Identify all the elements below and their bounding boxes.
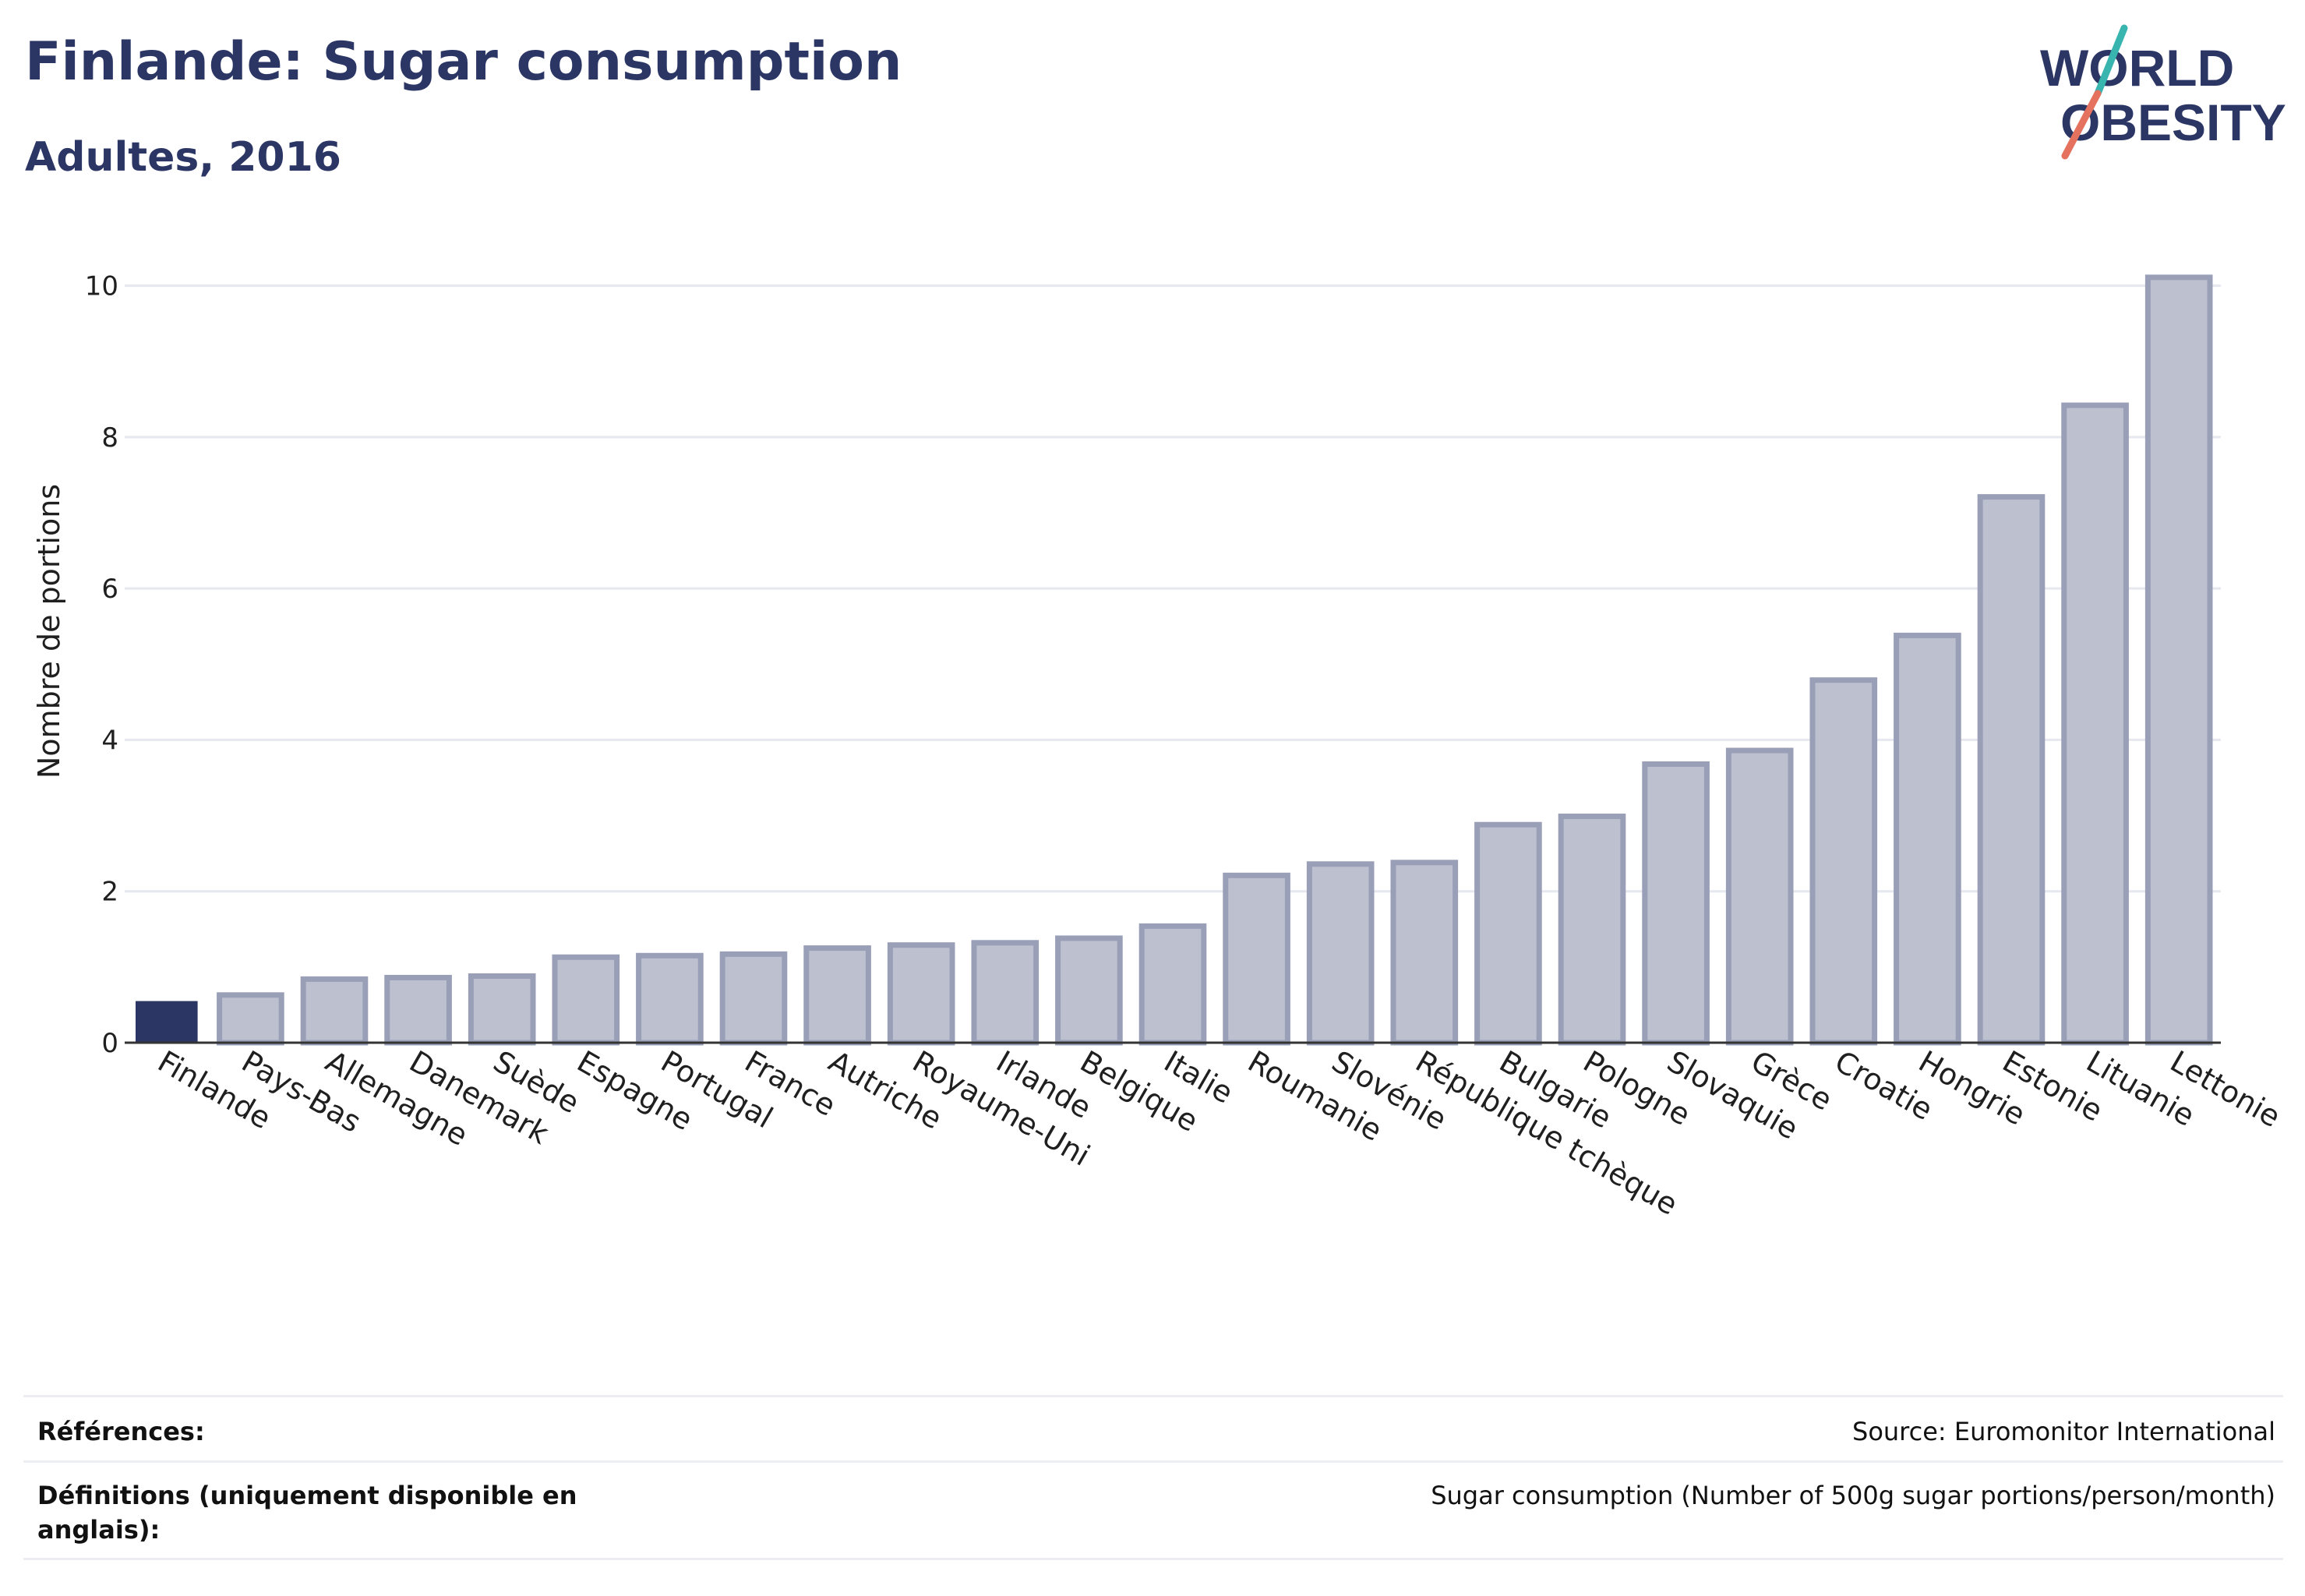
y-axis-title: Nombre de portions — [32, 484, 66, 779]
chart-title: Finlande: Sugar consumption — [25, 31, 902, 93]
y-tick-label: 10 — [85, 271, 118, 302]
footer-row-references: Références: Source: Euromonitor Internat… — [23, 1395, 2283, 1463]
bar-royaume-uni[interactable] — [887, 942, 955, 1046]
bar-pologne[interactable] — [1558, 814, 1626, 1046]
bar-slovaquie[interactable] — [1642, 761, 1710, 1046]
y-tick-label: 8 — [101, 422, 118, 454]
definitions-label: Définitions (uniquement disponible en an… — [37, 1481, 577, 1545]
footer-row-definitions: Définitions (uniquement disponible en an… — [23, 1460, 2283, 1560]
bar-slovénie[interactable] — [1306, 861, 1375, 1046]
logo-text-world: WORLD — [2040, 39, 2234, 97]
bar-france[interactable] — [719, 951, 788, 1046]
bar-hongrie[interactable] — [1894, 632, 1961, 1046]
bar-portugal[interactable] — [636, 952, 704, 1046]
world-obesity-logo: WORLD OBESITY — [2040, 24, 2286, 160]
bar-roumanie[interactable] — [1223, 872, 1290, 1046]
bar-grèce[interactable] — [1725, 747, 1794, 1046]
bar-irlande[interactable] — [971, 940, 1040, 1046]
bar-belgique[interactable] — [1055, 935, 1123, 1046]
bar-finlande[interactable] — [135, 1001, 198, 1043]
references-value: Source: Euromonitor International — [1852, 1417, 2275, 1446]
bar-estonie[interactable] — [1977, 494, 2046, 1046]
bar-autriche[interactable] — [803, 945, 871, 1046]
y-tick-label: 6 — [101, 574, 118, 605]
bar-république-tchèque[interactable] — [1390, 860, 1459, 1046]
bar-allemagne[interactable] — [300, 976, 369, 1046]
logo-text-obesity: OBESITY — [2060, 94, 2286, 151]
y-tick-label: 2 — [101, 877, 118, 908]
bar-bulgarie[interactable] — [1474, 821, 1542, 1046]
bar-danemark[interactable] — [384, 974, 452, 1046]
references-label: Références: — [37, 1417, 205, 1446]
bar-suède[interactable] — [468, 973, 536, 1046]
bar-croatie[interactable] — [1809, 677, 1878, 1046]
chart-subtitle: Adultes, 2016 — [25, 134, 341, 181]
bar-lettonie[interactable] — [2144, 274, 2213, 1046]
definitions-value: Sugar consumption (Number of 500g sugar … — [1431, 1481, 2275, 1510]
bar-espagne[interactable] — [552, 954, 620, 1046]
logo-slash-teal — [2094, 24, 2128, 97]
y-tick-label: 4 — [101, 725, 118, 756]
bar-lituanie[interactable] — [2061, 402, 2129, 1046]
logo-slash-red — [2061, 90, 2102, 160]
y-tick-label: 0 — [101, 1028, 118, 1059]
bar-pays-bas[interactable] — [217, 992, 284, 1046]
bar-italie[interactable] — [1138, 923, 1207, 1046]
